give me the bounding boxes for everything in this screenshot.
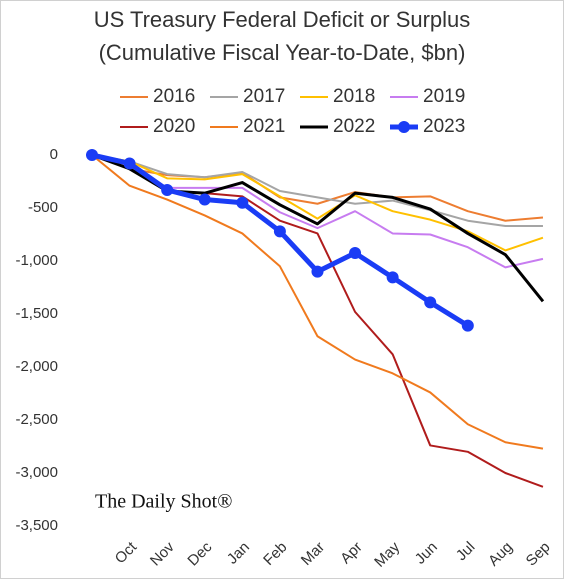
legend-label: 2016 [153,86,195,107]
legend-label: 2021 [243,116,285,137]
series-line [91,154,544,252]
point [386,271,399,284]
y-tick-label: -2,500 [15,411,58,428]
legend-label: 2020 [153,116,195,137]
legend-label: 2018 [333,86,375,107]
point [86,149,98,161]
point [349,247,362,260]
legend-label: 2023 [423,116,465,137]
watermark: The Daily Shot® [95,491,232,513]
legend-marker [398,121,410,133]
chart-title: US Treasury Federal Deficit or Surplus [94,7,471,32]
legend-label: 2017 [243,86,285,107]
point [311,265,324,278]
point [273,225,286,238]
y-tick-label: -3,500 [15,517,58,534]
point [461,319,474,332]
point [198,193,211,206]
point [424,296,437,309]
legend-label: 2019 [423,86,465,107]
y-tick-label: -3,000 [15,464,58,481]
point [123,157,136,170]
y-tick-label: -500 [28,199,58,216]
y-tick-label: -1,500 [15,305,58,322]
y-tick-label: -1,000 [15,252,58,269]
chart-subtitle: (Cumulative Fiscal Year-to-Date, $bn) [99,40,466,65]
y-tick-label: -2,000 [15,358,58,375]
legend-label: 2022 [333,116,375,137]
series-line [91,154,544,222]
series-line [91,154,544,450]
y-tick-label: 0 [50,146,58,163]
series-line [91,154,543,228]
point [236,196,249,209]
point [161,183,174,196]
